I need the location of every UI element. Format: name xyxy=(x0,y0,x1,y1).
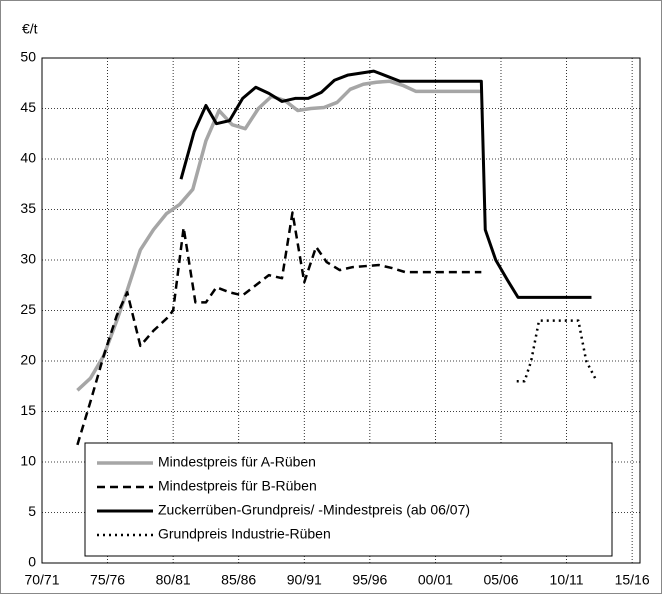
y-tick-label: 20 xyxy=(20,352,36,368)
x-tick-label: 15/16 xyxy=(615,572,650,588)
y-tick-label: 50 xyxy=(20,49,36,65)
legend-box xyxy=(84,442,613,557)
y-tick-label: 0 xyxy=(28,554,36,570)
y-tick-label: 30 xyxy=(20,251,36,267)
y-tick-label: 10 xyxy=(20,453,36,469)
x-tick-label: 70/71 xyxy=(24,572,59,588)
y-tick-label: 40 xyxy=(20,150,36,166)
x-tick-label: 75/76 xyxy=(90,572,125,588)
legend-label: Grundpreis Industrie-Rüben xyxy=(158,526,331,542)
x-tick-label: 95/96 xyxy=(352,572,387,588)
x-tick-label: 05/06 xyxy=(483,572,518,588)
x-tick-label: 00/01 xyxy=(418,572,453,588)
series-line xyxy=(179,69,592,299)
series-line xyxy=(76,79,482,392)
x-tick-label: 10/11 xyxy=(550,572,584,588)
y-tick-label: 15 xyxy=(20,402,36,418)
legend-label: Mindestpreis für B-Rüben xyxy=(158,478,317,494)
legend-label: Mindestpreis für A-Rüben xyxy=(158,454,316,470)
y-tick-label: 35 xyxy=(20,200,36,216)
plot-border xyxy=(41,57,641,564)
series-line xyxy=(76,211,482,446)
y-axis-label: €/t xyxy=(22,21,38,37)
x-tick-label: 80/81 xyxy=(156,572,191,588)
y-tick-label: 25 xyxy=(20,301,36,317)
series-line xyxy=(516,319,598,383)
x-tick-label: 90/91 xyxy=(287,572,322,588)
y-tick-label: 45 xyxy=(20,99,36,115)
y-tick-label: 5 xyxy=(28,503,36,519)
legend-label: Zuckerrüben-Grundpreis/ -Mindestpreis (a… xyxy=(158,502,470,518)
x-tick-label: 85/86 xyxy=(221,572,256,588)
